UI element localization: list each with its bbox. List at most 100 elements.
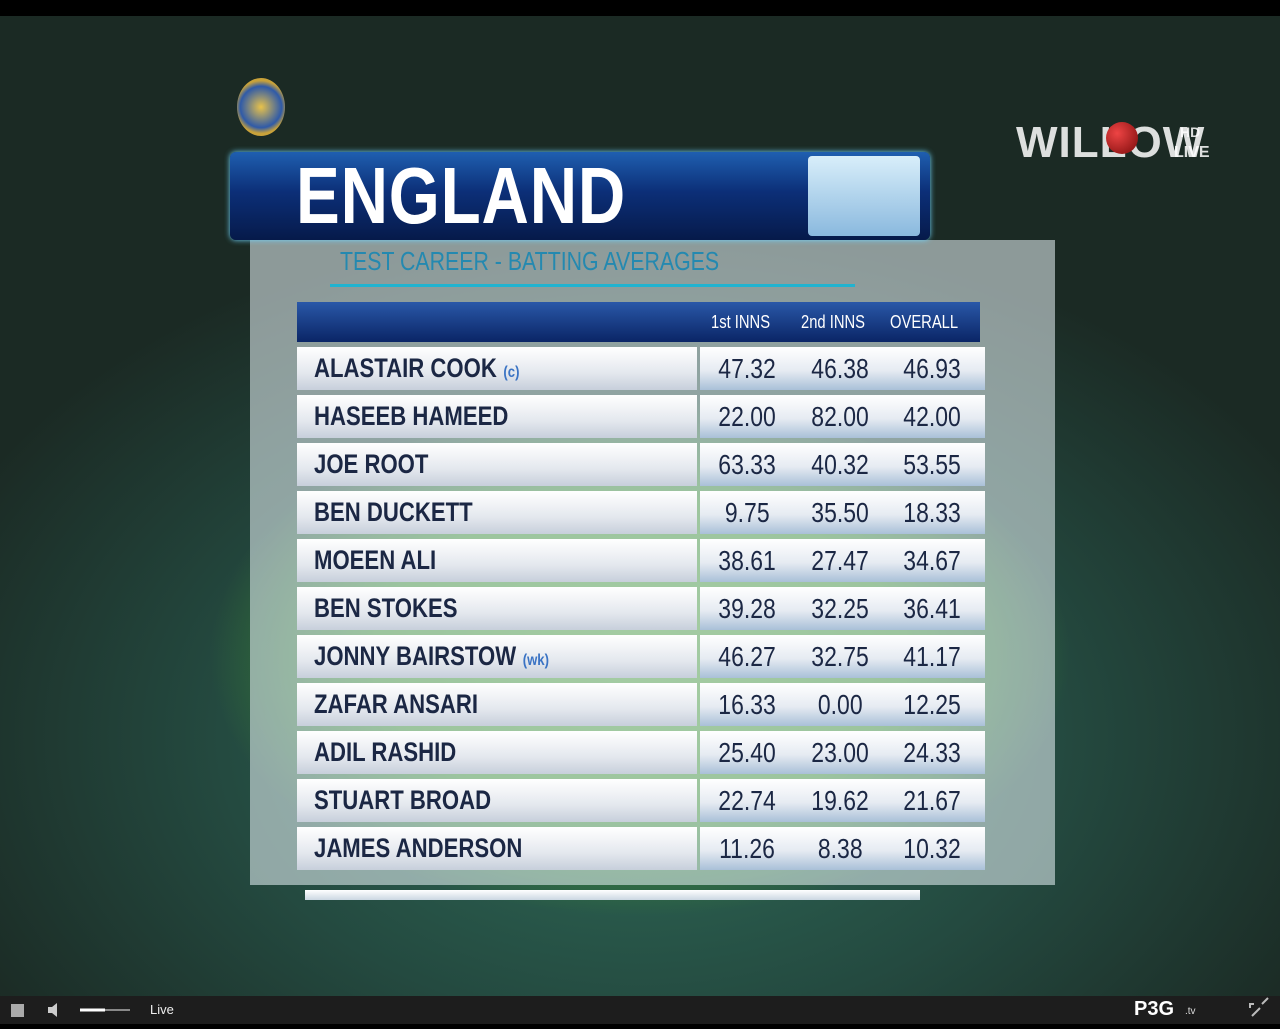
player-role: (wk) — [522, 652, 549, 669]
value-cell — [700, 635, 985, 678]
name-cell — [297, 587, 697, 630]
player-name-text: ADIL RASHID — [314, 737, 456, 768]
player-name-text: STUART BROAD — [314, 785, 491, 816]
column-header-text: 2nd INNS — [800, 312, 865, 332]
player-name-label: JONNY BAIRSTOW — [314, 641, 517, 671]
value-cell — [700, 395, 985, 438]
average-text: 24.33 — [903, 737, 961, 768]
column-header: OVERALL — [882, 312, 982, 333]
site-logo: P3G — [1134, 998, 1175, 1020]
fullscreen-button[interactable] — [1249, 997, 1269, 1017]
average-text: 40.32 — [811, 449, 869, 480]
average: 46.93 — [882, 353, 982, 385]
average-text: 46.93 — [903, 353, 961, 384]
player-name: JONNY BAIRSTOW (wk) — [314, 641, 601, 672]
value-cell — [700, 827, 985, 870]
player-name: MOEEN ALI — [314, 545, 463, 576]
player-name-label: MOEEN ALI — [314, 545, 437, 575]
average: 23.00 — [790, 737, 890, 769]
stop-button[interactable] — [11, 1004, 24, 1017]
average-text: 36.41 — [903, 593, 961, 624]
average-text: 18.33 — [903, 497, 961, 528]
average-text: 32.75 — [811, 641, 869, 672]
average-text: 38.61 — [718, 545, 776, 576]
average-text: 63.33 — [718, 449, 776, 480]
value-cell — [700, 683, 985, 726]
name-cell — [297, 683, 697, 726]
average: 42.00 — [882, 401, 982, 433]
average: 46.38 — [790, 353, 890, 385]
average-text: 19.62 — [811, 785, 869, 816]
average: 41.17 — [882, 641, 982, 673]
player-role: (c) — [503, 364, 520, 381]
player-controls — [0, 996, 1280, 1024]
player-name-label: JOE ROOT — [314, 449, 429, 479]
average: 39.28 — [697, 593, 797, 625]
average: 8.38 — [790, 833, 890, 865]
controls-icons — [11, 997, 1269, 1017]
player-name-label: HASEEB HAMEED — [314, 401, 509, 431]
average: 0.00 — [790, 689, 890, 721]
average: 47.32 — [697, 353, 797, 385]
average: 63.33 — [697, 449, 797, 481]
name-cell — [297, 779, 697, 822]
average: 21.67 — [882, 785, 982, 817]
table-header — [297, 302, 980, 342]
team-crest — [808, 156, 920, 236]
average-text: 10.32 — [903, 833, 961, 864]
subtitle: TEST CAREER - BATTING AVERAGES — [340, 246, 802, 277]
name-cell — [297, 539, 697, 582]
average: 22.74 — [697, 785, 797, 817]
player-name-label: ZAFAR ANSARI — [314, 689, 478, 719]
average: 27.47 — [790, 545, 890, 577]
player-name-text: JONNY BAIRSTOW (wk) — [314, 641, 549, 672]
title-text: ENGLAND — [296, 151, 627, 240]
player-name: BEN DUCKETT — [314, 497, 508, 528]
player-name-text: ZAFAR ANSARI — [314, 689, 478, 720]
average-text: 39.28 — [718, 593, 776, 624]
name-cell — [297, 395, 697, 438]
title: ENGLAND — [296, 150, 699, 242]
average: 35.50 — [790, 497, 890, 529]
column-header: 2nd INNS — [790, 312, 890, 333]
average: 9.75 — [697, 497, 797, 529]
average-text: 46.38 — [811, 353, 869, 384]
average-text: 82.00 — [811, 401, 869, 432]
average-text: 11.26 — [719, 833, 775, 864]
name-cell — [297, 491, 697, 534]
average-text: 34.67 — [903, 545, 961, 576]
name-cell — [297, 635, 697, 678]
player-name-label: ALASTAIR COOK — [314, 353, 497, 383]
logo-ball — [1106, 122, 1138, 154]
average: 12.25 — [882, 689, 982, 721]
average: 22.00 — [697, 401, 797, 433]
column-header-text: 1st INNS — [710, 312, 771, 332]
average: 46.27 — [697, 641, 797, 673]
name-cell — [297, 347, 697, 390]
average-text: 22.74 — [718, 785, 776, 816]
volume-button[interactable] — [48, 1003, 57, 1017]
column-header-text: OVERALL — [890, 312, 959, 332]
logo-badge: HD — [1180, 124, 1201, 140]
logo-badge: LIVE — [1174, 144, 1210, 161]
player-name-label: STUART BROAD — [314, 785, 492, 815]
average: 19.62 — [790, 785, 890, 817]
name-cell — [297, 443, 697, 486]
average-text: 23.00 — [811, 737, 869, 768]
average-text: 27.47 — [811, 545, 869, 576]
average: 32.75 — [790, 641, 890, 673]
player-name-label: ADIL RASHID — [314, 737, 457, 767]
average: 40.32 — [790, 449, 890, 481]
average-text: 25.40 — [718, 737, 776, 768]
average-text: 46.27 — [718, 641, 776, 672]
divider — [330, 284, 855, 287]
player-name: BEN STOKES — [314, 593, 489, 624]
value-cell — [700, 347, 985, 390]
average: 82.00 — [790, 401, 890, 433]
player-name-text: JOE ROOT — [314, 449, 428, 480]
average-text: 21.67 — [903, 785, 961, 816]
player-name: STUART BROAD — [314, 785, 530, 816]
player-name-label: JAMES ANDERSON — [314, 833, 523, 863]
average: 10.32 — [882, 833, 982, 865]
